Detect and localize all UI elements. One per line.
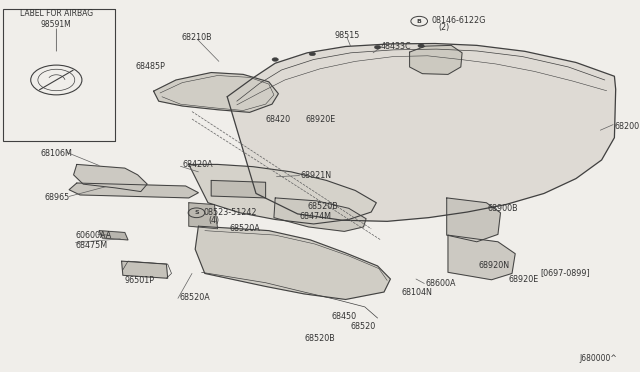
Text: 68520B: 68520B xyxy=(308,202,339,211)
Text: 68475M: 68475M xyxy=(76,241,108,250)
Text: 68420A: 68420A xyxy=(182,160,213,169)
Text: 68104N: 68104N xyxy=(402,288,433,297)
Polygon shape xyxy=(99,231,128,240)
Circle shape xyxy=(374,45,381,49)
Text: 08523-51242: 08523-51242 xyxy=(204,208,257,217)
Circle shape xyxy=(418,44,424,48)
Polygon shape xyxy=(189,164,376,224)
Text: LABEL FOR AIRBAG: LABEL FOR AIRBAG xyxy=(20,9,93,18)
Text: 68920E: 68920E xyxy=(306,115,336,124)
Text: [0697-0899]: [0697-0899] xyxy=(541,268,591,277)
Text: (2): (2) xyxy=(438,23,450,32)
Text: 48433C: 48433C xyxy=(381,42,412,51)
Polygon shape xyxy=(195,226,390,299)
Text: 68474M: 68474M xyxy=(300,212,332,221)
Polygon shape xyxy=(447,198,500,242)
Polygon shape xyxy=(69,183,198,198)
Text: 68210B: 68210B xyxy=(182,33,212,42)
Text: 68520A: 68520A xyxy=(179,293,210,302)
Polygon shape xyxy=(211,180,266,198)
Circle shape xyxy=(309,52,316,56)
Bar xyxy=(3,9,115,141)
Text: 68921N: 68921N xyxy=(301,171,332,180)
Polygon shape xyxy=(74,164,147,192)
Polygon shape xyxy=(448,235,515,280)
Text: 96501P: 96501P xyxy=(125,276,154,285)
Text: 68485P: 68485P xyxy=(136,62,165,71)
Text: 98515: 98515 xyxy=(335,31,360,40)
Text: J680000^: J680000^ xyxy=(580,354,618,363)
Text: 68450: 68450 xyxy=(332,312,356,321)
Text: 98591M: 98591M xyxy=(41,20,72,29)
Text: 68520B: 68520B xyxy=(305,334,335,343)
Polygon shape xyxy=(410,45,462,74)
Text: 60600AA: 60600AA xyxy=(76,231,112,240)
Text: 68200: 68200 xyxy=(614,122,639,131)
Text: 68920N: 68920N xyxy=(479,262,510,270)
Polygon shape xyxy=(227,44,616,221)
Text: 68520A: 68520A xyxy=(229,224,260,233)
Text: B: B xyxy=(417,19,422,24)
Text: 68920E: 68920E xyxy=(509,275,539,283)
Text: 68420: 68420 xyxy=(266,115,291,124)
Text: 68520: 68520 xyxy=(351,322,376,331)
Text: 68600A: 68600A xyxy=(426,279,456,288)
Polygon shape xyxy=(154,73,278,112)
Text: S: S xyxy=(194,210,199,215)
Text: (4): (4) xyxy=(208,216,219,225)
Circle shape xyxy=(272,58,278,61)
Text: 68965: 68965 xyxy=(45,193,70,202)
Polygon shape xyxy=(274,198,366,231)
Polygon shape xyxy=(122,261,168,278)
Text: 68900B: 68900B xyxy=(488,204,518,213)
Text: 08146-6122G: 08146-6122G xyxy=(432,16,486,25)
Polygon shape xyxy=(189,203,218,229)
Text: 68106M: 68106M xyxy=(40,149,72,158)
